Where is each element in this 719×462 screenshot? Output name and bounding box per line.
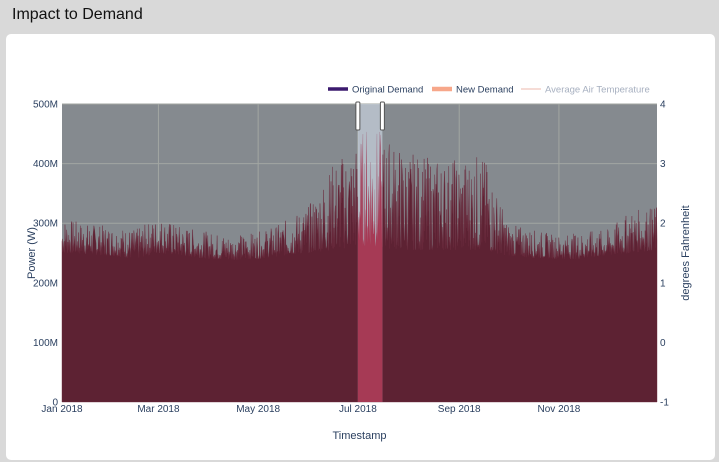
x-tick-label: Jan 2018 — [41, 404, 83, 415]
y-tick-label: 500M — [33, 100, 58, 111]
legend-label: New Demand — [456, 85, 514, 96]
range-handle-right — [379, 101, 385, 131]
legend-label: Original Demand — [352, 85, 423, 96]
legend-swatch — [432, 86, 452, 92]
y2-axis-title: degrees Fahrenheit — [680, 205, 692, 300]
page-title: Impact to Demand — [12, 6, 143, 23]
x-axis-title: Timestamp — [333, 430, 387, 442]
legend-label: Average Air Temperature — [545, 85, 650, 96]
y-tick-label: 100M — [33, 338, 58, 349]
y2-tick-label: 1 — [660, 278, 666, 289]
y2-tick-label: 2 — [660, 219, 666, 230]
legend-swatch — [521, 88, 541, 90]
y-tick-label: 300M — [33, 219, 58, 230]
y-tick-label: 0 — [52, 398, 58, 409]
y2-tick-label: 3 — [660, 159, 666, 170]
x-tick-label: Mar 2018 — [137, 404, 180, 415]
x-tick-label: Jul 2018 — [339, 404, 377, 415]
y2-tick-label: -1 — [660, 398, 669, 409]
chart-card: 0 100M 200M 300M 400M 500M -1 0 1 2 3 4 Jan 2018 Mar … — [6, 34, 715, 460]
x-tick-label: Sep 2018 — [438, 404, 481, 415]
legend-swatch — [328, 87, 348, 91]
y2-tick-label: 4 — [660, 100, 666, 111]
series-new-demand — [357, 131, 383, 402]
y-tick-label: 200M — [33, 278, 58, 289]
x-tick-label: Nov 2018 — [538, 404, 581, 415]
y-tick-label: 400M — [33, 159, 58, 170]
y2-tick-label: 0 — [660, 338, 666, 349]
y-axis-title: Power (W) — [26, 227, 38, 279]
range-handle-left — [355, 101, 361, 131]
demand-chart[interactable]: 0 100M 200M 300M 400M 500M -1 0 1 2 3 4 Jan 2018 Mar … — [6, 34, 715, 460]
x-tick-label: May 2018 — [236, 404, 280, 415]
